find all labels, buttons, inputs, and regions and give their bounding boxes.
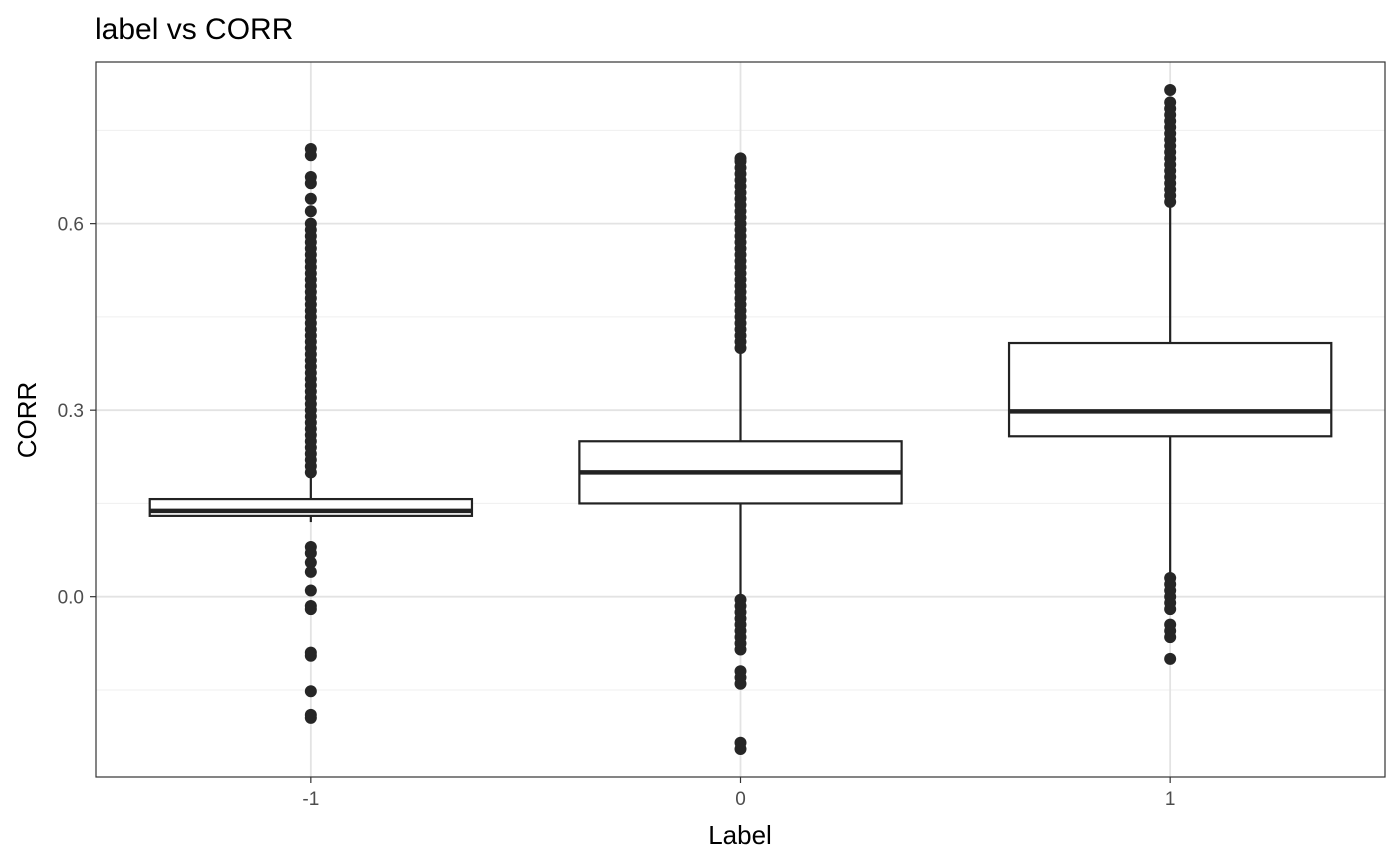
outlier-point <box>1164 83 1177 96</box>
y-tick-label: 0.3 <box>58 401 84 422</box>
box-layer <box>148 83 1333 756</box>
x-tick-label: -1 <box>302 789 319 810</box>
outlier-point <box>304 192 317 205</box>
outlier-point <box>304 217 317 230</box>
outlier-point <box>734 643 747 656</box>
outlier-point <box>304 711 317 724</box>
outlier-point <box>304 603 317 616</box>
y-axis: 0.0 0.3 0.6 <box>58 215 96 609</box>
y-tick-label: 0.0 <box>58 588 84 609</box>
outlier-point <box>304 547 317 560</box>
box-group <box>1007 83 1333 665</box>
outlier-point <box>304 556 317 569</box>
outlier-point <box>304 584 317 597</box>
outlier-point <box>1164 631 1177 644</box>
y-axis-title: CORR <box>12 382 42 459</box>
outlier-point <box>304 565 317 578</box>
outlier-point <box>1164 652 1177 665</box>
box-group <box>148 143 474 724</box>
x-axis: -1 0 1 <box>302 777 1175 810</box>
y-tick-label: 0.6 <box>58 215 84 236</box>
outlier-point <box>734 743 747 756</box>
x-tick-label: 0 <box>735 789 746 810</box>
outlier-point <box>734 152 747 165</box>
x-tick-label: 1 <box>1165 789 1176 810</box>
outlier-point <box>1164 96 1177 109</box>
x-axis-title: Label <box>708 820 772 850</box>
outlier-point <box>304 649 317 662</box>
box-iqr <box>1007 341 1333 438</box>
outlier-point <box>304 171 317 184</box>
box-iqr <box>148 497 474 517</box>
outlier-point <box>304 205 317 218</box>
box-group <box>578 152 903 756</box>
outlier-point <box>734 677 747 690</box>
outlier-point <box>1164 603 1177 616</box>
outlier-point <box>304 143 317 156</box>
chart-title: label vs CORR <box>95 13 293 46</box>
outlier-point <box>304 685 317 698</box>
